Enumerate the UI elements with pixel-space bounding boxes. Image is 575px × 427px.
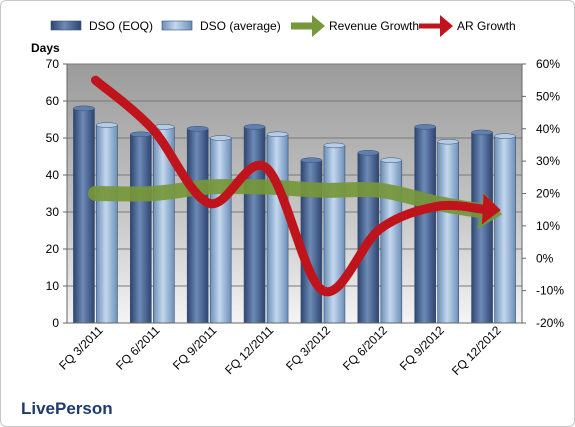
bar-cap [186, 126, 209, 132]
y-tick-label: 20 [46, 242, 60, 256]
y2-tick-label: 0% [536, 251, 554, 265]
bar-cap [300, 157, 323, 163]
bar-cap [380, 157, 403, 163]
bar-body [186, 128, 209, 324]
line-ar-growth [90, 75, 488, 297]
legend-item: DSO (average) [161, 19, 281, 33]
bar-cap [266, 131, 289, 138]
bar-cap [414, 124, 436, 130]
y2-tick-label: 10% [536, 219, 560, 233]
y-tick-label: 40 [46, 168, 60, 182]
bar-body [414, 126, 436, 324]
y-tick-label: 30 [46, 205, 60, 219]
bar-dso-average [437, 138, 459, 324]
bar-cap [323, 142, 346, 149]
y2-tick-label: -10% [536, 284, 564, 298]
y2-tick-label: 50% [536, 89, 560, 103]
legend-swatch [161, 20, 193, 31]
y2-tick-label: 60% [536, 57, 560, 71]
x-tick-label: FQ 9/2011 [170, 323, 220, 373]
bar-cap [357, 150, 380, 156]
x-tick-label: FQ 12/2012 [449, 323, 504, 378]
bar-dso-average [209, 135, 232, 324]
bar-body [266, 134, 289, 324]
x-tick-label: FQ 9/2012 [397, 323, 447, 373]
y-axis-label: Days [31, 41, 60, 55]
x-tick-label: FQ 6/2012 [340, 323, 390, 373]
bar-body [96, 124, 118, 324]
legend-label: Revenue Growth [329, 19, 419, 33]
y2-tick-label: -20% [536, 316, 564, 330]
y-tick-label: 10 [46, 279, 60, 293]
bar-dso-eoq [130, 131, 152, 324]
bar-dso-average [380, 157, 403, 324]
y2-tick-label: 20% [536, 187, 560, 201]
y-tick-label: 60 [46, 94, 60, 108]
legend-label: DSO (average) [200, 19, 281, 33]
bar-body [243, 126, 266, 324]
bar-cap [96, 122, 118, 128]
legend-item: AR Growth [419, 14, 516, 38]
bar-dso-average [266, 131, 289, 324]
legend-item: DSO (EOQ) [50, 19, 153, 33]
bar-body [209, 137, 232, 324]
company-name: LivePerson [21, 399, 113, 418]
bar-dso-eoq [471, 129, 493, 324]
bar-body [437, 141, 459, 324]
x-tick-label: FQ 12/2011 [222, 323, 276, 377]
bar-cap [130, 131, 152, 138]
bar-body [471, 132, 493, 324]
bar-body [323, 145, 346, 324]
bar-dso-eoq [243, 124, 266, 324]
legend-label: DSO (EOQ) [89, 19, 153, 33]
bar-cap [73, 105, 95, 112]
legend-swatch-arrow [312, 14, 325, 38]
y-tick-label: 70 [46, 57, 60, 71]
bar-cap [471, 129, 493, 136]
line-revenue-growth [87, 178, 489, 219]
legend-swatch-arrow [440, 14, 453, 38]
series-ar-growth [90, 75, 501, 297]
bar-dso-eoq [73, 105, 95, 324]
y2-tick-label: 40% [536, 122, 560, 136]
bar-dso-eoq [414, 124, 436, 324]
bar-cap [494, 133, 516, 139]
legend-item: Revenue Growth [291, 14, 419, 38]
y-tick-label: 50 [46, 131, 60, 145]
bar-cap [437, 138, 459, 145]
x-tick-label: FQ 6/2011 [113, 323, 163, 373]
bar-dso-eoq [186, 126, 209, 324]
bar-dso-average [96, 122, 118, 324]
x-tick-label: FQ 3/2011 [56, 323, 106, 373]
legend-swatch [50, 20, 82, 31]
bar-body [73, 108, 95, 324]
arrowhead-ar-growth [481, 193, 501, 225]
bar-body [130, 134, 152, 324]
legend-label: AR Growth [457, 19, 516, 33]
x-tick-label: FQ 3/2012 [283, 323, 333, 373]
y2-tick-label: 30% [536, 154, 560, 168]
bar-body [494, 135, 516, 324]
y-tick-label: 0 [52, 316, 59, 330]
bar-cap [209, 135, 232, 141]
bar-dso-average [494, 133, 516, 324]
bar-cap [243, 124, 266, 130]
